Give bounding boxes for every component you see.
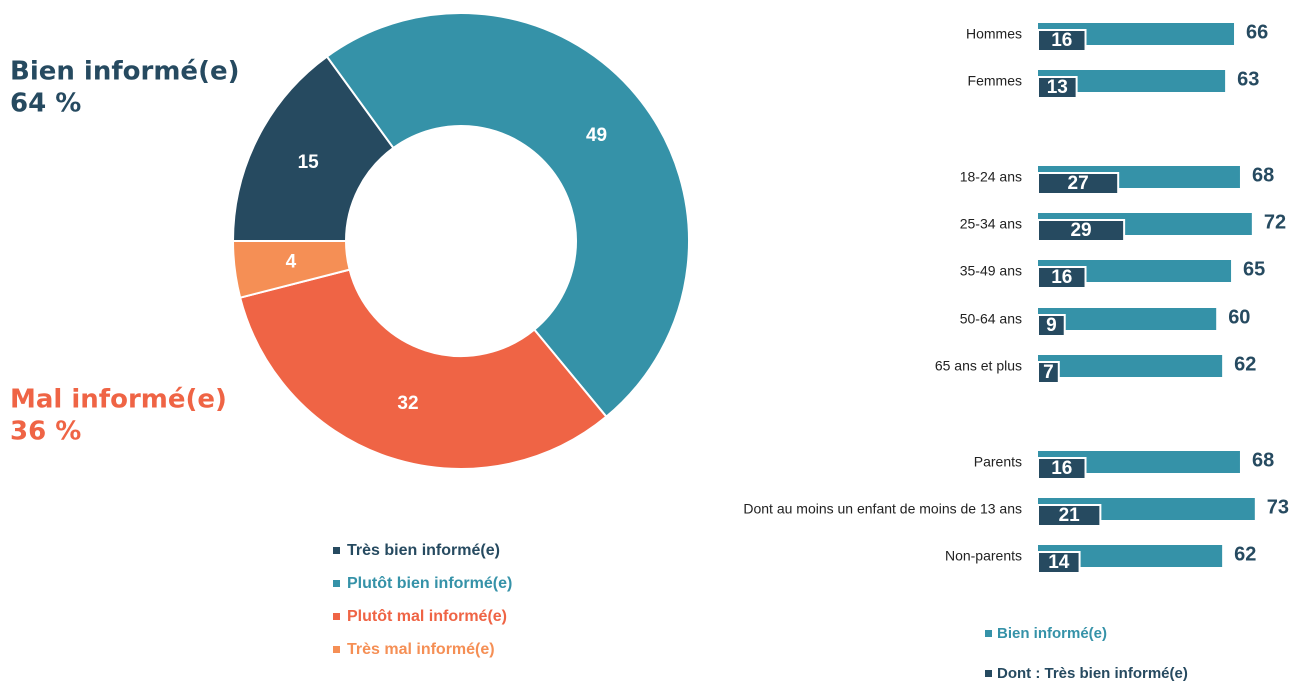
bar-value: 14: [1048, 552, 1070, 573]
legend-swatch: [333, 613, 340, 620]
category-label: Parents: [974, 454, 1022, 470]
annotation-title: Mal informé(e): [10, 385, 227, 415]
legend-swatch: [333, 547, 340, 554]
bar: [1037, 76, 1078, 99]
category-label: Dont au moins un enfant de moins de 13 a…: [743, 501, 1022, 517]
donut-slice: [238, 268, 608, 470]
legend-swatch: [985, 630, 992, 637]
bar-value: 68: [1252, 449, 1274, 471]
category-label: 65 ans et plus: [935, 358, 1022, 374]
bar: [1037, 172, 1120, 195]
bar: [1037, 219, 1126, 242]
bar-value: 16: [1051, 267, 1072, 288]
slice-label: 15: [298, 152, 320, 173]
legend-label: Bien informé(e): [997, 625, 1107, 642]
bar-value: 27: [1068, 173, 1089, 194]
category-label: 25-34 ans: [960, 216, 1022, 232]
legend-label: Plutôt bien informé(e): [347, 575, 512, 592]
category-label: Non-parents: [945, 548, 1022, 564]
category-label: 35-49 ans: [960, 263, 1022, 279]
category-label: 18-24 ans: [960, 169, 1022, 185]
bar-value: 62: [1234, 543, 1256, 565]
bar-value: 60: [1228, 306, 1250, 328]
slice-label: 4: [286, 252, 297, 273]
bar: [1038, 23, 1235, 45]
slice-label: 32: [397, 393, 418, 414]
donut-slice: [231, 240, 351, 299]
bar-value: 16: [1051, 458, 1072, 479]
bar-value: 9: [1046, 315, 1057, 336]
legend-label: Dont : Très bien informé(e): [997, 665, 1188, 681]
bar-value: 29: [1070, 220, 1091, 241]
bar-value: 68: [1252, 164, 1274, 186]
annotation-value: 36 %: [10, 417, 81, 447]
legend-swatch: [333, 580, 340, 587]
bar: [1038, 308, 1217, 330]
bar-value: 63: [1237, 68, 1259, 90]
bar: [1037, 457, 1087, 480]
bar: [1037, 551, 1081, 574]
donut-slice: [325, 12, 691, 419]
category-label: 50-64 ans: [960, 311, 1022, 327]
bar: [1038, 545, 1223, 567]
legend-swatch: [985, 670, 992, 677]
bar: [1037, 504, 1102, 527]
annotation-title: Bien informé(e): [10, 57, 239, 87]
bar: [1037, 361, 1060, 384]
bar: [1037, 314, 1066, 337]
category-label: Femmes: [968, 73, 1022, 89]
bar-value: 65: [1243, 258, 1265, 280]
bar-value: 72: [1264, 211, 1286, 233]
category-label: Hommes: [966, 26, 1022, 42]
slice-label: 49: [586, 125, 607, 146]
bar: [1038, 355, 1223, 377]
bar-value: 13: [1047, 77, 1068, 98]
legend-label: Plutôt mal informé(e): [347, 608, 507, 625]
bar-value: 62: [1234, 353, 1256, 375]
bar: [1038, 70, 1226, 92]
legend-label: Très mal informé(e): [347, 641, 495, 658]
bar-value: 7: [1043, 362, 1054, 383]
bar: [1037, 266, 1087, 289]
legend-label: Très bien informé(e): [347, 542, 500, 559]
bar-value: 73: [1267, 496, 1289, 518]
bar-value: 16: [1051, 30, 1072, 51]
bar: [1038, 451, 1240, 473]
annotation-value: 64 %: [10, 89, 81, 119]
donut-slice: [231, 55, 395, 242]
bar: [1037, 29, 1087, 52]
bar-value: 21: [1059, 505, 1081, 526]
legend-swatch: [333, 646, 340, 653]
bar-value: 66: [1246, 21, 1268, 43]
